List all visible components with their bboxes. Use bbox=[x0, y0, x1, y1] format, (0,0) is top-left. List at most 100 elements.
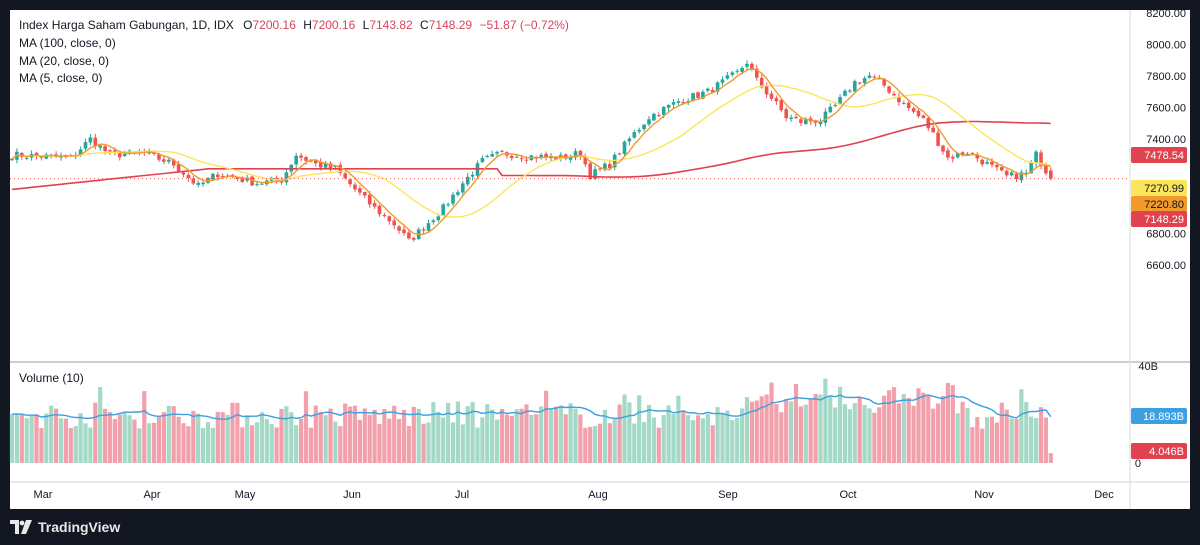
volume-bar bbox=[808, 399, 813, 463]
price-tick-label: 7600.00 bbox=[1146, 103, 1186, 115]
ma100-legend[interactable]: MA (100, close, 0) bbox=[19, 36, 116, 50]
candle bbox=[906, 100, 911, 112]
volume-bar bbox=[926, 395, 931, 463]
volume-bar bbox=[259, 412, 264, 463]
high-value: 7200.16 bbox=[311, 18, 356, 32]
price-axis[interactable]: 8200.008000.007800.007600.007400.007000.… bbox=[1135, 8, 1186, 470]
moving-averages bbox=[11, 68, 1051, 235]
volume-bar bbox=[49, 405, 54, 463]
volume-bar bbox=[250, 425, 255, 463]
candle bbox=[421, 226, 426, 234]
volume-bar bbox=[686, 415, 691, 463]
volume-bar bbox=[377, 423, 382, 463]
volume-bar bbox=[744, 397, 750, 463]
candle bbox=[436, 214, 441, 222]
volume-bar bbox=[803, 404, 808, 463]
volume-bar bbox=[181, 423, 186, 463]
candle bbox=[946, 147, 950, 161]
candle bbox=[412, 236, 416, 242]
volume-bar bbox=[186, 426, 191, 463]
month-tick-label: May bbox=[235, 489, 256, 501]
volume-bar bbox=[132, 419, 137, 463]
candle bbox=[857, 81, 862, 85]
candle bbox=[191, 176, 196, 186]
volume-bar bbox=[960, 401, 965, 463]
time-axis[interactable]: Mar Apr May Jun Jul Aug Sep Oct Nov Dec bbox=[34, 489, 1115, 501]
volume-ma-badge: 18.893B bbox=[1131, 408, 1187, 424]
volume-bar bbox=[93, 402, 98, 463]
volume-bar bbox=[303, 391, 309, 463]
candle bbox=[980, 158, 984, 167]
candle bbox=[632, 129, 637, 139]
candle bbox=[568, 154, 573, 163]
volume-bar bbox=[29, 415, 34, 463]
candle bbox=[676, 98, 681, 106]
candle bbox=[167, 157, 171, 164]
volume-bar bbox=[725, 410, 730, 463]
volume-bar bbox=[1024, 401, 1029, 463]
close-value: 7148.29 bbox=[428, 18, 473, 32]
volume-bar bbox=[769, 382, 774, 463]
candle bbox=[799, 117, 803, 127]
candle bbox=[921, 114, 926, 119]
volume-bar bbox=[490, 409, 495, 463]
price-tick-label: 7400.00 bbox=[1146, 134, 1186, 146]
volume-bar bbox=[514, 409, 519, 463]
volume-bar bbox=[352, 405, 358, 463]
volume-bar bbox=[357, 419, 362, 463]
candle bbox=[892, 91, 896, 97]
volume-bar bbox=[98, 387, 103, 463]
candle bbox=[838, 94, 842, 105]
volume-bar bbox=[720, 413, 725, 463]
candle bbox=[794, 114, 798, 119]
candle bbox=[666, 104, 671, 112]
volume-bar bbox=[392, 405, 397, 463]
volume-bar bbox=[58, 418, 64, 463]
volume-bar bbox=[318, 412, 323, 463]
candle bbox=[593, 165, 597, 180]
svg-text:7478.54: 7478.54 bbox=[1144, 150, 1184, 162]
candle bbox=[1039, 149, 1043, 170]
volume-legend[interactable]: Volume (10) bbox=[19, 371, 84, 385]
volume-bar bbox=[465, 406, 470, 463]
tradingview-logo[interactable]: TradingView bbox=[10, 519, 120, 535]
candle bbox=[294, 152, 298, 168]
volume-bar bbox=[446, 402, 451, 463]
volume-bar bbox=[245, 415, 250, 463]
volume-bar bbox=[789, 401, 794, 463]
volume-bar bbox=[421, 423, 426, 463]
volume-bar bbox=[1009, 418, 1014, 463]
volume-bar bbox=[916, 388, 921, 463]
volume-bar bbox=[906, 398, 911, 463]
candle bbox=[627, 136, 632, 146]
volume-bar bbox=[308, 427, 313, 463]
candle bbox=[485, 154, 490, 158]
candle bbox=[887, 85, 891, 95]
volume-bar bbox=[921, 392, 926, 463]
footer-bar bbox=[0, 510, 1200, 545]
volume-bar bbox=[103, 408, 108, 463]
volume-bar bbox=[529, 414, 534, 463]
volume-bar bbox=[1034, 418, 1039, 463]
volume-bar bbox=[553, 406, 558, 463]
candle bbox=[848, 89, 852, 94]
candle bbox=[642, 124, 646, 132]
volume-bar bbox=[676, 395, 681, 463]
volume-bar bbox=[793, 383, 799, 463]
volume-bar bbox=[950, 385, 955, 463]
candle bbox=[990, 157, 994, 168]
volume-bar bbox=[495, 419, 500, 463]
candle bbox=[911, 106, 916, 114]
volume-bar bbox=[499, 409, 505, 463]
volume-bar bbox=[264, 419, 269, 463]
month-tick-label: Apr bbox=[143, 489, 160, 501]
low-label: L bbox=[362, 18, 370, 32]
candle bbox=[495, 150, 499, 157]
ma5-legend[interactable]: MA (5, close, 0) bbox=[19, 71, 103, 85]
volume-bar bbox=[877, 407, 882, 463]
ma20-legend[interactable]: MA (20, close, 0) bbox=[19, 54, 110, 68]
volume-bar bbox=[1029, 416, 1034, 463]
symbol-title[interactable]: Index Harga Saham Gabungan, 1D, IDX bbox=[19, 18, 234, 32]
ma5-line bbox=[11, 68, 1051, 235]
